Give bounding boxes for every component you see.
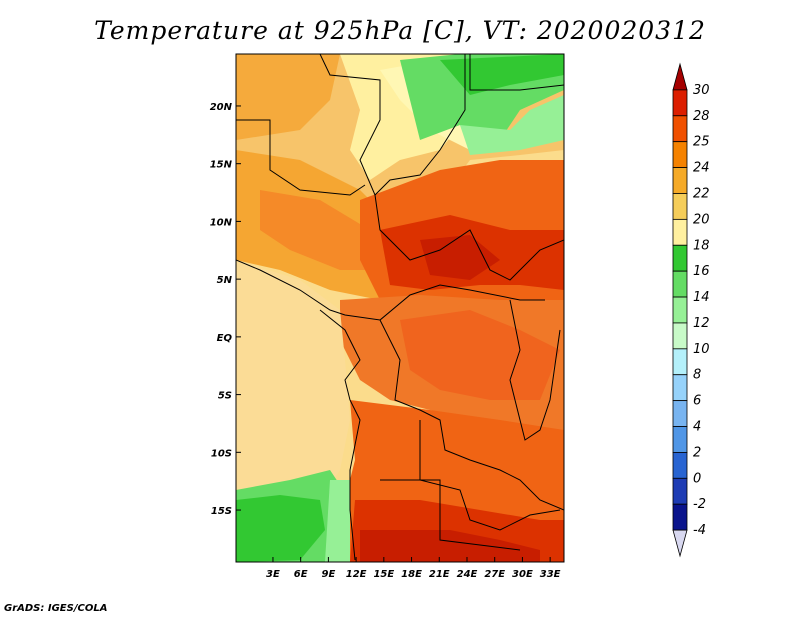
colorbar-segment <box>672 62 688 91</box>
colorbar-segment <box>672 529 688 558</box>
lat-tick-label: EQ <box>217 333 233 344</box>
colorbar-segment <box>672 218 688 246</box>
colorbar-segment <box>672 477 688 505</box>
colorbar-label: 6 <box>693 394 701 409</box>
colorbar-segment <box>672 503 688 531</box>
map-frame <box>235 53 565 563</box>
colorbar-segment <box>672 244 688 272</box>
lon-tick-label: 6E <box>294 569 308 580</box>
colorbar-segment <box>672 322 688 350</box>
temperature-field <box>236 54 564 562</box>
lat-tick-label: 20N <box>210 102 233 113</box>
lon-tick-label: 30E <box>512 569 533 580</box>
lat-tick-label: 10S <box>211 448 232 459</box>
colorbar-segment <box>672 426 688 453</box>
lon-tick-label: 21E <box>429 569 450 580</box>
colorbar-label: -2 <box>693 497 706 512</box>
country-borders <box>236 54 564 561</box>
colorbar-segment <box>672 452 688 479</box>
colorbar-segment <box>672 89 688 117</box>
colorbar-segment <box>672 167 688 194</box>
colorbar-segment <box>672 193 688 220</box>
lon-tick-label: 33E <box>540 569 561 580</box>
colorbar-label: 25 <box>693 135 710 150</box>
lat-tick-label: 10N <box>210 217 233 228</box>
colorbar-label: 0 <box>693 471 701 486</box>
colorbar-label: 8 <box>693 368 701 383</box>
colorbar-segment <box>672 115 688 143</box>
lon-tick-label: 24E <box>457 569 478 580</box>
colorbar-segment <box>672 270 688 298</box>
colorbar-label: 12 <box>693 316 710 331</box>
colorbar-segment <box>672 141 688 168</box>
colorbar-label: -4 <box>693 523 706 538</box>
lon-tick-label: 27E <box>484 569 505 580</box>
colorbar-label: 4 <box>693 420 701 435</box>
colorbar-label: 22 <box>693 186 710 201</box>
colorbar-segment <box>672 296 688 324</box>
latitude-axis: 20N 15N 10N 5N EQ 5S 10S 15S <box>210 102 241 517</box>
colorbar-label: 24 <box>693 161 710 176</box>
lat-tick-label: 15S <box>211 506 232 517</box>
lat-tick-label: 15N <box>210 160 233 171</box>
colorbar-segment <box>672 374 688 402</box>
lon-tick-label: 15E <box>373 569 394 580</box>
colorbar-segment <box>672 400 688 427</box>
colorbar-segment <box>672 348 688 376</box>
colorbar-label: 16 <box>693 264 710 279</box>
colorbar-label: 14 <box>693 290 710 305</box>
colorbar-label: 18 <box>693 238 710 253</box>
lon-tick-label: 3E <box>266 569 280 580</box>
colorbar-label: 2 <box>693 445 701 460</box>
colorbar-label: 20 <box>693 212 710 227</box>
lon-tick-label: 18E <box>401 569 422 580</box>
lon-tick-label: 9E <box>321 569 335 580</box>
colorbar-label: 30 <box>693 83 710 98</box>
longitude-axis: 3E 6E 9E 12E 15E 18E 21E 24E 27E 30E 33E <box>266 557 561 580</box>
grads-credit: GrADS: IGES/COLA <box>4 603 108 614</box>
lon-tick-label: 12E <box>346 569 367 580</box>
colorbar-label: 10 <box>693 342 710 357</box>
lat-tick-label: 5N <box>217 275 233 286</box>
map-title: Temperature at 925hPa [C], VT: 202002031… <box>94 16 706 45</box>
lat-tick-label: 5S <box>218 391 232 402</box>
colorbar-label: 28 <box>693 109 710 124</box>
